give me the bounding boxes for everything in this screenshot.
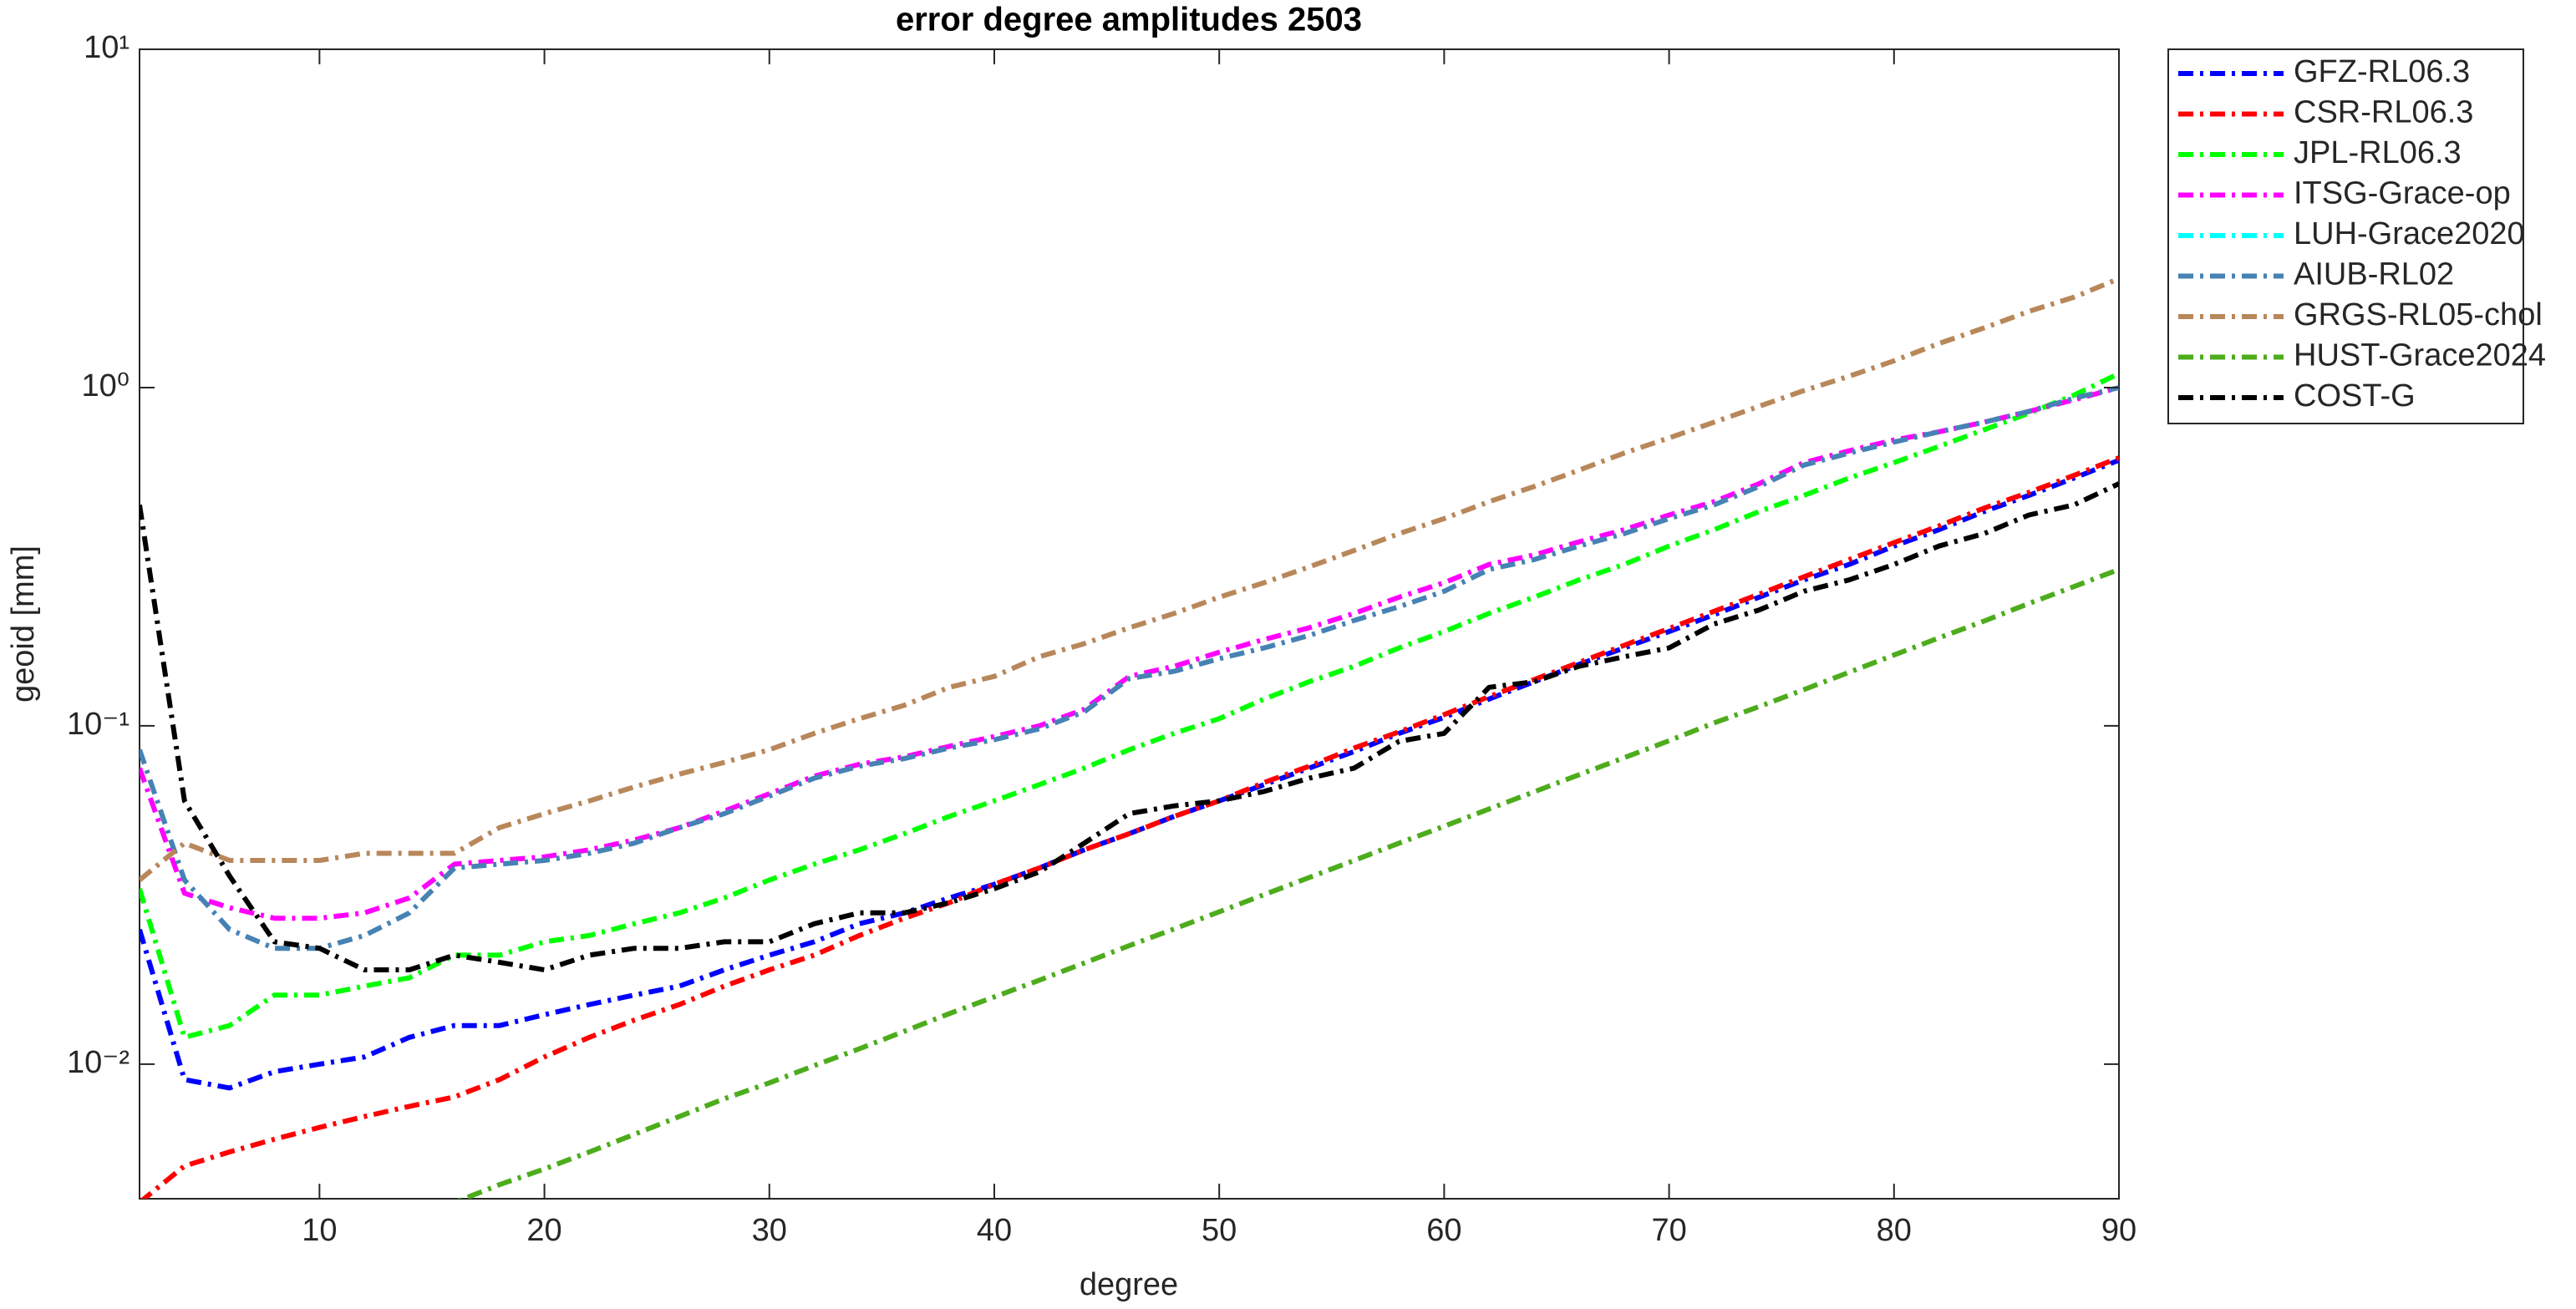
series-line: [457, 566, 2119, 1199]
y-axis-label: geoid [mm]: [6, 545, 41, 703]
legend-label: HUST-Grace2024: [2294, 338, 2546, 373]
legend-label: JPL-RL06.3: [2294, 135, 2462, 170]
lines: [140, 276, 2119, 1199]
series-line: [140, 385, 2119, 951]
legend-label: GRGS-RL05-chol: [2294, 297, 2543, 332]
x-tick-label: 60: [1426, 1213, 1461, 1248]
legend-label: AIUB-RL02: [2294, 257, 2454, 292]
plot-area: [139, 48, 2120, 1200]
x-axis-label: degree: [1080, 1267, 1178, 1302]
legend-label: CSR-RL06.3: [2294, 95, 2473, 130]
y-tick-label: 10⁻²: [67, 1045, 130, 1080]
series-line: [140, 481, 2119, 972]
x-tick-label: 30: [752, 1213, 787, 1248]
legend-label: ITSG-Grace-op: [2294, 176, 2511, 211]
x-tick-label: 90: [2101, 1213, 2137, 1248]
legend-box: [2167, 48, 2524, 424]
x-tick-label: 70: [1651, 1213, 1686, 1248]
x-tick-label: 40: [977, 1213, 1012, 1248]
x-tick-label: 80: [1877, 1213, 1912, 1248]
legend-label: COST-G: [2294, 378, 2416, 414]
chart-title: error degree amplitudes 2503: [896, 2, 1362, 38]
legend-label: GFZ-RL06.3: [2294, 54, 2470, 89]
series-line: [140, 458, 2119, 1091]
series-line: [140, 385, 2119, 921]
x-tick-label: 50: [1202, 1213, 1237, 1248]
legend-label: LUH-Grace2020: [2294, 216, 2525, 251]
x-tick-label: 10: [302, 1213, 337, 1248]
y-tick-label: 10⁻¹: [67, 707, 130, 742]
x-tick-label: 20: [526, 1213, 561, 1248]
y-tick-label: 10¹: [84, 30, 130, 65]
y-tick-label: 10⁰: [81, 368, 130, 403]
series-line: [140, 455, 2119, 1199]
